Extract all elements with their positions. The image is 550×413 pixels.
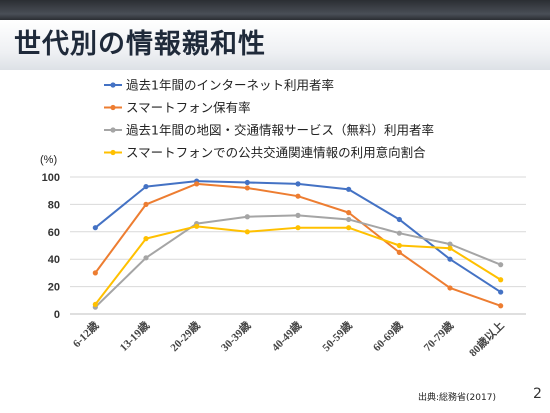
- x-tick-label: 80歳以上: [466, 318, 507, 359]
- x-tick-label: 30-39歳: [218, 318, 254, 354]
- x-tick-label: 6-12歳: [70, 318, 102, 350]
- data-point: [396, 249, 402, 255]
- x-tick-label: 50-59歳: [319, 318, 355, 354]
- y-axis-label: (%): [40, 154, 57, 166]
- legend-entry-label: 過去1年間のインターネット利用者率: [126, 78, 334, 93]
- y-tick-label: 80: [48, 199, 60, 211]
- legend-swatch-marker: [110, 82, 116, 88]
- x-axis-ticks: 6-12歳 13-19歳 20-29歳 30-39歳 40-49歳 50-59歳 60-69…: [70, 318, 507, 359]
- data-point: [346, 210, 352, 216]
- data-point: [244, 214, 250, 220]
- y-tick-label: 100: [42, 172, 60, 184]
- y-axis-ticks: 0 20 40 60 80 100: [42, 172, 60, 321]
- y-tick-label: 60: [48, 227, 60, 239]
- data-point: [498, 262, 504, 268]
- y-tick-label: 0: [54, 309, 60, 321]
- data-point: [244, 185, 250, 191]
- data-point: [143, 183, 149, 190]
- x-tick-label: 40-49歳: [268, 318, 304, 354]
- data-point: [396, 242, 402, 249]
- data-point: [447, 256, 453, 262]
- data-point: [143, 255, 149, 261]
- data-point: [447, 245, 453, 251]
- data-point: [295, 225, 301, 231]
- data-point: [396, 216, 402, 223]
- data-point: [447, 285, 453, 291]
- page-number: 2: [533, 386, 542, 402]
- series-line: [94, 182, 501, 307]
- data-point: [244, 229, 250, 235]
- legend-entry-label: スマートフォン保有率: [126, 100, 251, 115]
- y-tick-label: 40: [48, 254, 60, 266]
- slide-title: 世代別の情報親和性: [14, 29, 266, 60]
- data-point: [143, 201, 149, 207]
- source-note: 出典:総務省(2017): [418, 393, 496, 403]
- x-tick-label: 20-29歳: [167, 318, 203, 354]
- data-point: [244, 179, 250, 186]
- data-point: [295, 212, 301, 218]
- data-point: [346, 186, 352, 192]
- data-point: [194, 223, 200, 229]
- data-point: [498, 289, 504, 295]
- legend-swatch-marker: [110, 149, 116, 156]
- title-band: [0, 20, 550, 70]
- legend-swatch-marker: [110, 127, 116, 133]
- data-point: [396, 230, 402, 236]
- legend-swatch-marker: [110, 104, 116, 111]
- x-tick-label: 13-19歳: [116, 318, 152, 354]
- data-point: [92, 270, 98, 276]
- data-point: [498, 303, 504, 309]
- data-point: [92, 225, 98, 231]
- x-tick-label: 60-69歳: [370, 318, 406, 354]
- data-point: [346, 225, 352, 231]
- data-point: [143, 236, 149, 242]
- data-point: [92, 301, 98, 308]
- chart-legend: 過去1年間のインターネット利用者率スマートフォン保有率過去1年間の地図・交通情報…: [104, 78, 434, 160]
- y-tick-label: 20: [48, 282, 60, 294]
- data-point: [295, 193, 301, 199]
- chart-series: [92, 178, 504, 310]
- data-point: [498, 277, 504, 283]
- data-point: [447, 241, 453, 247]
- x-tick-label: 70-79歳: [420, 318, 456, 354]
- data-point: [295, 181, 301, 187]
- legend-entry-label: 過去1年間の地図・交通情報サービス（無料）利用者率: [126, 123, 434, 138]
- legend-entry-label: スマートフォンでの公共交通関連情報の利用意向割合: [126, 145, 426, 160]
- top-banner: [0, 0, 550, 20]
- series-line: [94, 225, 502, 306]
- data-point: [346, 216, 352, 223]
- data-point: [194, 181, 200, 187]
